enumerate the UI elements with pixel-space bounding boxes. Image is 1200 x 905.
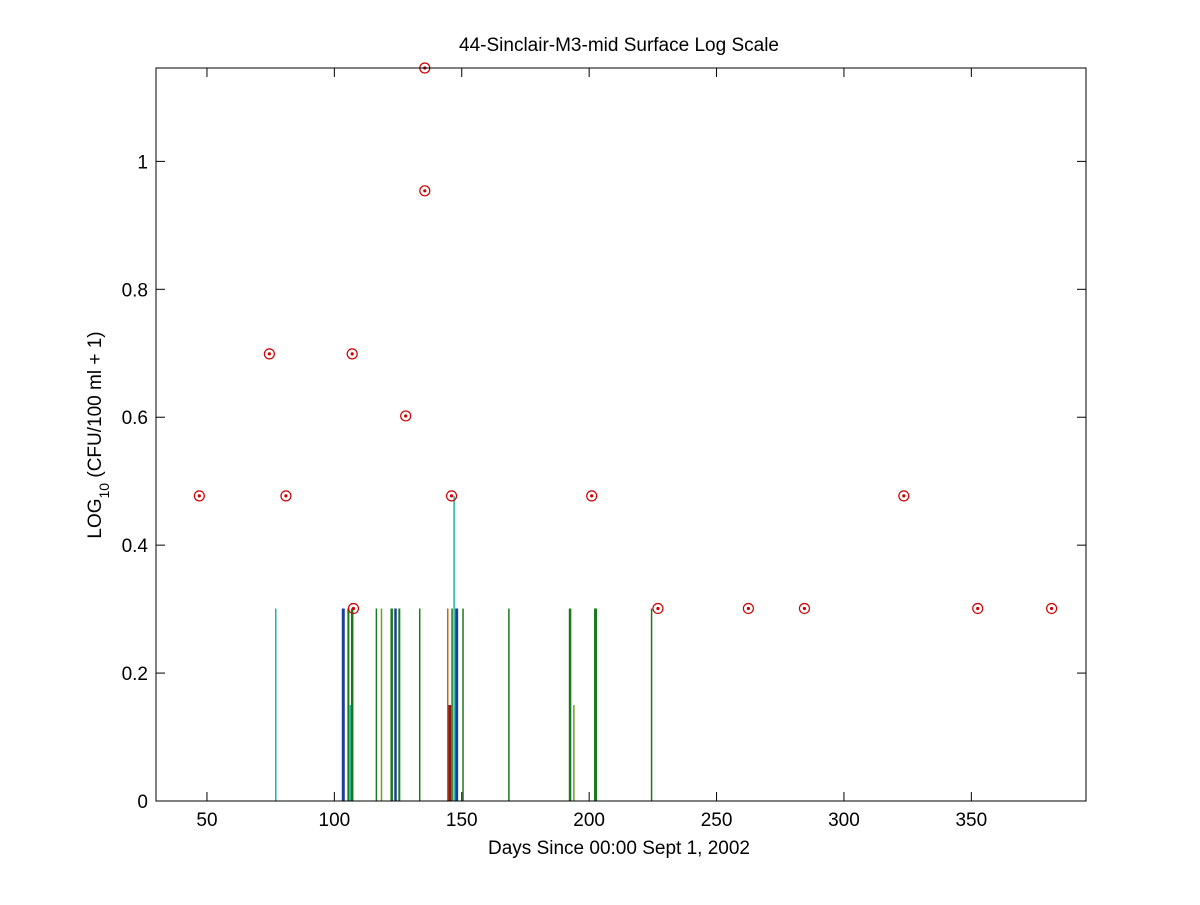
data-point-5 (400, 410, 412, 422)
data-point-dot (267, 352, 271, 356)
data-point-dot (351, 606, 356, 611)
x-tick-label-6: 350 (955, 810, 987, 831)
data-point-dot (404, 414, 408, 418)
data-point-dot (449, 494, 454, 498)
data-point-dot (350, 352, 354, 356)
chart-title: 44-Sinclair-M3-mid Surface Log Scale (459, 35, 779, 56)
data-point-0 (193, 490, 205, 502)
x-tick-label-5: 300 (828, 810, 860, 831)
data-point-ring (347, 602, 360, 615)
y-axis-label: LOG10 (CFU/100 ml + 1) (85, 331, 112, 538)
data-point-ring (1046, 602, 1058, 615)
data-point-ring (798, 602, 811, 615)
data-point-8 (445, 490, 458, 502)
y-axis-ticks: 0 0.2 0.4 0.6 0.8 1 (122, 152, 1086, 813)
data-point-dot (284, 494, 288, 498)
y-axis-label-prefix: LOG (85, 498, 106, 538)
axes-frame (155, 67, 1087, 802)
y-axis-label-suffix: (CFU/100 ml + 1) (85, 331, 106, 483)
data-point-15 (1046, 602, 1058, 615)
data-point-ring (445, 490, 458, 502)
bars-layer (275, 495, 653, 801)
data-point-dot (802, 606, 807, 611)
data-point-ring (652, 602, 664, 615)
data-point-13 (898, 490, 910, 502)
data-point-ring (586, 490, 598, 502)
data-point-dot (590, 494, 594, 498)
y-tick-label-0: 0 (137, 792, 148, 813)
x-tick-label-4: 250 (701, 810, 733, 831)
data-point-ring (263, 348, 275, 360)
data-point-4 (347, 602, 360, 615)
data-point-dot (746, 606, 750, 611)
data-point-ring (898, 490, 910, 502)
y-tick-label-1: 0.2 (122, 664, 148, 685)
data-point-10 (652, 602, 664, 615)
data-point-3 (346, 348, 358, 360)
x-axis-label: Days Since 00:00 Sept 1, 2002 (488, 838, 750, 859)
data-point-ring (280, 490, 292, 502)
data-point-dot (423, 189, 427, 193)
x-tick-label-1: 100 (319, 810, 351, 831)
data-point-1 (263, 348, 275, 360)
data-point-dot (197, 494, 201, 498)
x-tick-label-3: 200 (573, 810, 605, 831)
data-point-ring (742, 602, 754, 615)
y-axis-label-subscript: 10 (96, 483, 112, 499)
data-point-ring (419, 185, 431, 197)
data-point-dot (656, 606, 660, 611)
y-tick-label-2: 0.4 (122, 536, 149, 557)
x-axis-ticks: 50 100 150 200 250 300 350 (196, 68, 987, 831)
data-point-ring (972, 602, 984, 615)
x-tick-label-2: 150 (446, 810, 478, 831)
data-point-2 (280, 490, 292, 502)
data-point-11 (742, 602, 754, 615)
x-tick-label-0: 50 (196, 810, 217, 831)
points-layer (193, 62, 1058, 615)
data-point-14 (972, 602, 984, 615)
y-tick-label-4: 0.8 (122, 280, 148, 301)
data-point-9 (586, 490, 598, 502)
y-tick-label-5: 1 (137, 152, 148, 173)
data-point-dot (976, 606, 980, 611)
data-point-ring (193, 490, 205, 502)
data-point-ring (346, 348, 358, 360)
data-point-ring (400, 410, 412, 422)
data-point-dot (902, 494, 906, 498)
data-point-12 (798, 602, 811, 615)
y-tick-label-3: 0.6 (122, 408, 148, 429)
data-point-dot (1050, 606, 1054, 611)
data-point-6 (419, 185, 431, 197)
